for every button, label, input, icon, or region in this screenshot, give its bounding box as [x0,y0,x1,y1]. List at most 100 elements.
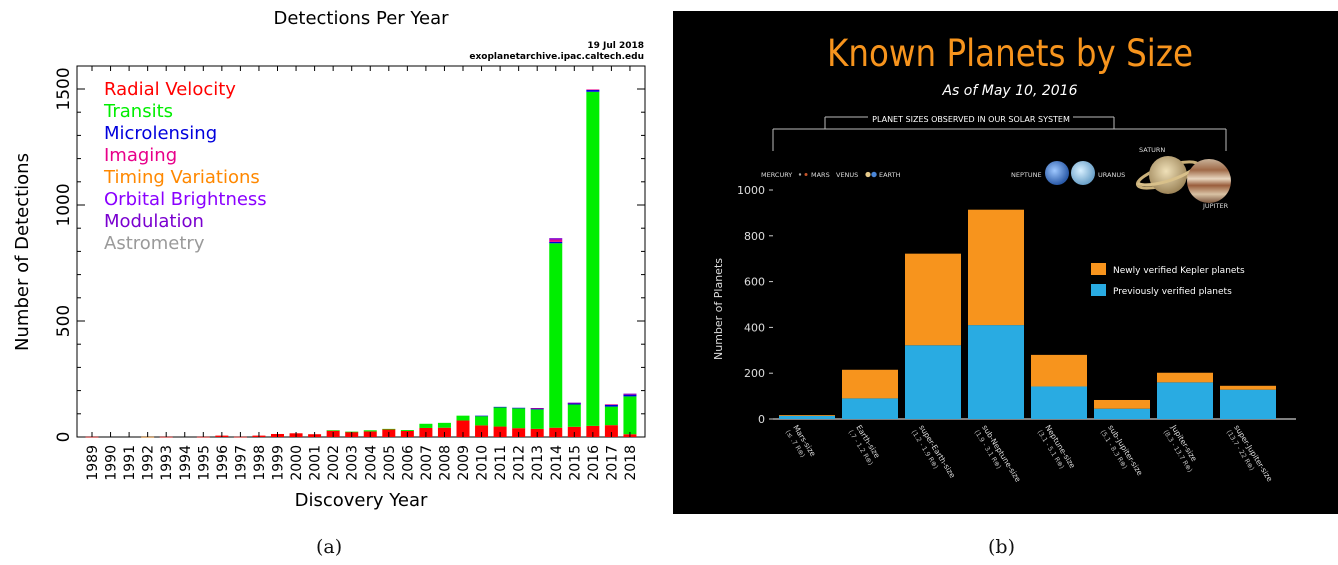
legend-astrometry: Astrometry [104,233,205,254]
b-y-tick-label: 400 [744,321,765,334]
chart-a-date: 19 Jul 2018 [587,41,644,51]
bar-radial-velocity-2009 [456,420,470,437]
bar-transits-2015 [567,404,581,427]
y-tick-label: 1000 [54,183,74,226]
y-tick-label: 500 [54,305,74,337]
bar-transits-2004 [363,430,377,432]
bar-imaging-2013 [530,408,544,409]
bar-microlensing-2013 [530,408,544,410]
x-tick-label: 2008 [437,445,453,481]
known-planets-panel: Known Planets by Size As of May 10, 2016… [673,11,1338,514]
chart-b-bars [779,209,1276,419]
b-x-tick-label-super-earth-size: super-Earth-size(1.2 - 1.9 R⊕) [910,423,958,480]
y-tick-label: 1500 [54,67,74,110]
x-tick-label: 2003 [345,445,361,481]
bar-previously-verified-planets-super-earth-size [905,345,961,419]
b-y-tick-label: 0 [758,413,765,426]
x-tick-label: 1992 [141,445,157,481]
x-tick-label: 2000 [289,445,305,481]
x-tick-label: 1990 [104,445,120,481]
chart-a-legend: Radial Velocity Transits Microlensing Im… [103,79,267,254]
label-venus: VENUS [836,171,858,179]
bar-radial-velocity-1997 [233,436,247,438]
earth-icon [871,171,877,178]
legend-kepler-label: Newly verified Kepler planets [1113,266,1245,276]
chart-b-subtitle: As of May 10, 2016 [941,83,1077,99]
chart-b-title: Known Planets by Size [827,33,1193,75]
bar-transits-2003 [345,431,359,433]
bar-radial-velocity-2017 [604,425,618,437]
bar-previously-verified-planets-mars-size [779,415,835,419]
bar-microlensing-2014 [549,241,563,244]
bar-newly-verified-kepler-planets-neptune-size [1031,354,1087,387]
venus-icon [865,171,871,178]
label-saturn: SATURN [1139,146,1165,154]
bar-transits-2005 [382,428,396,430]
legend-imaging: Imaging [104,145,177,166]
b-x-tick-label-earth-size: Earth-size(.7 - 1.2 R⊕) [847,423,882,467]
b-x-tick-label-neptune-size: Neptune-size(3.1 - 5.1 R⊕) [1036,423,1078,470]
mars-icon [804,173,808,176]
bar-transits-2006 [400,430,414,431]
bar-newly-verified-kepler-planets-super-jupiter-size [1220,385,1276,390]
chart-a-x-axis-label: Discovery Year [295,490,428,511]
chart-b-y-axis-label: Number of Planets [712,258,725,360]
bar-modulation-2018 [623,393,637,395]
label-jupiter: JUPITER [1202,202,1229,210]
x-tick-label: 1996 [215,445,231,481]
bar-radial-velocity-2016 [586,425,600,437]
bar-radial-velocity-2010 [475,425,489,437]
b-x-tick-label-jupiter-size: Jupiter-size(8.3 - 13.7 R⊕) [1162,422,1199,473]
x-tick-label: 2004 [363,445,379,481]
known-planets-by-size-chart: Known Planets by Size As of May 10, 2016… [712,33,1296,484]
x-tick-label: 2012 [512,445,528,481]
x-tick-label: 2013 [530,445,546,481]
caption-b: (b) [988,536,1015,558]
b-y-tick-label: 600 [744,276,765,289]
bar-transits-2014 [549,243,563,428]
bar-microlensing-2012 [512,407,526,409]
mercury-icon [798,173,802,176]
bar-transits-2012 [512,408,526,429]
caption-a: (a) [316,536,343,558]
x-tick-label: 2006 [400,445,416,481]
bar-microlensing-2017 [604,404,618,407]
x-tick-label: 1995 [196,445,212,481]
x-tick-label: 1994 [178,445,194,481]
label-neptune: NEPTUNE [1011,171,1042,179]
chart-a-y-axis: 0 500 1000 1500 [54,67,645,442]
bar-previously-verified-planets-jupiter-size [1157,382,1213,419]
bar-previously-verified-planets-earth-size [842,398,898,419]
bar-previously-verified-planets-neptune-size [1031,386,1087,419]
bar-radial-velocity-2015 [567,426,581,437]
legend-modulation: Modulation [104,211,204,232]
detections-per-year-chart: Detections Per Year 19 Jul 2018 exoplane… [12,8,646,511]
chart-a-x-axis: 1989 1990 1991 1992 1993 1994 1995 1996 1997 1998… [85,66,639,481]
bar-radial-velocity-1989 [85,436,99,438]
neptune-icon [1045,161,1069,185]
x-tick-label: 2017 [604,445,620,481]
bar-microlensing-2010 [475,415,489,417]
bar-radial-velocity-1995 [196,436,210,438]
bar-previously-verified-planets-super-jupiter-size [1220,389,1276,419]
bar-microlensing-2011 [493,406,507,408]
bar-previously-verified-planets-sub-neptune-size [968,325,1024,419]
label-earth: EARTH [879,171,901,179]
bar-transits-2002 [326,430,340,431]
bar-newly-verified-kepler-planets-sub-neptune-size [968,209,1024,326]
chart-b-legend: Newly verified Kepler planets Previously… [1091,263,1245,297]
x-tick-label: 1991 [122,445,138,481]
bar-transits-2011 [493,407,507,427]
bar-transits-2017 [604,406,618,426]
x-tick-label: 1997 [233,445,249,481]
legend-previous-swatch [1091,284,1106,296]
bar-transits-2013 [530,409,544,429]
bar-microlensing-2016 [586,89,600,92]
chart-b-y-axis: 0 200 400 600 800 1000 [737,184,773,426]
x-tick-label: 2011 [493,445,509,481]
legend-previous-label: Previously verified planets [1113,287,1232,297]
x-tick-label: 2007 [419,445,435,481]
x-tick-label: 2014 [549,445,565,481]
x-tick-label: 1999 [271,445,287,481]
x-tick-label: 2016 [586,445,602,481]
